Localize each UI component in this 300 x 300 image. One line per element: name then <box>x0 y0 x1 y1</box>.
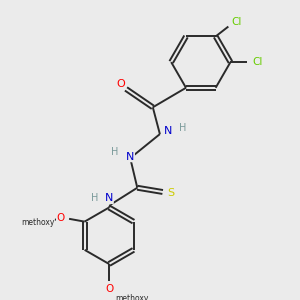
Text: O: O <box>56 213 65 223</box>
Text: N: N <box>164 126 172 136</box>
Text: Cl: Cl <box>252 57 262 67</box>
Text: O: O <box>116 79 125 89</box>
Text: H: H <box>179 123 186 133</box>
Text: H: H <box>91 194 99 203</box>
Text: Cl: Cl <box>232 17 242 27</box>
Text: S: S <box>168 188 175 198</box>
Text: methoxy: methoxy <box>115 294 148 300</box>
Text: H: H <box>111 147 118 157</box>
Text: O: O <box>105 284 113 294</box>
Text: methoxy: methoxy <box>21 218 55 227</box>
Text: N: N <box>105 194 113 203</box>
Text: N: N <box>126 152 134 162</box>
